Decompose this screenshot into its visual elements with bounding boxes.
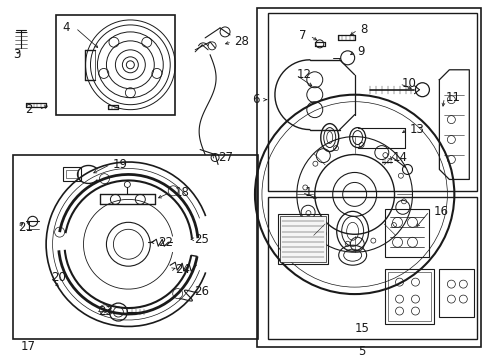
Text: 17: 17 [20, 341, 36, 354]
Text: 18: 18 [174, 186, 189, 199]
Text: 21: 21 [18, 221, 33, 234]
Text: 8: 8 [360, 23, 367, 36]
Text: 4: 4 [62, 21, 70, 35]
Bar [384, 210, 428, 257]
Text: 10: 10 [401, 77, 416, 90]
Text: 26: 26 [194, 285, 209, 298]
Bar [439, 269, 473, 317]
Text: 11: 11 [445, 91, 459, 104]
Text: 15: 15 [353, 323, 368, 336]
Text: 25: 25 [194, 233, 208, 246]
Text: 2: 2 [24, 103, 32, 116]
Bar [267, 13, 476, 192]
Text: 12: 12 [296, 68, 311, 81]
Text: 5: 5 [357, 345, 365, 359]
Bar [387, 272, 430, 321]
Text: 19: 19 [112, 158, 127, 171]
Bar [277, 214, 327, 264]
Bar [13, 154, 258, 339]
Bar [256, 8, 480, 347]
Bar [279, 216, 325, 262]
Text: 24: 24 [175, 263, 190, 276]
Text: 3: 3 [13, 48, 20, 61]
Text: 1: 1 [304, 186, 312, 199]
Text: 14: 14 [392, 151, 407, 164]
Text: 22: 22 [158, 236, 173, 249]
Bar [267, 197, 476, 339]
Text: 16: 16 [432, 205, 447, 218]
Text: 7: 7 [299, 30, 306, 42]
Bar [56, 15, 175, 114]
Text: 13: 13 [408, 123, 424, 136]
Text: 6: 6 [252, 93, 260, 106]
Bar [65, 171, 78, 179]
Text: 28: 28 [234, 35, 248, 48]
Bar [62, 167, 81, 181]
Text: 9: 9 [357, 45, 365, 58]
Bar [384, 269, 433, 324]
Text: 27: 27 [218, 151, 233, 164]
Text: 20: 20 [52, 271, 66, 284]
Text: 23: 23 [98, 305, 113, 318]
